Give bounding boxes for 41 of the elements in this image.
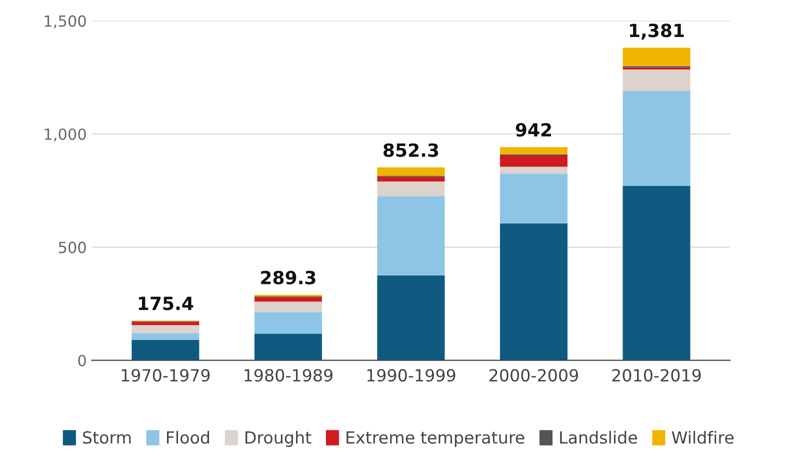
- total-label: 1,381: [630, 24, 684, 40]
- y-tick-label: 500: [58, 242, 86, 254]
- bar: [377, 167, 445, 176]
- bar: [500, 166, 568, 174]
- total-label: 852.3: [384, 143, 438, 157]
- bar: [622, 69, 690, 91]
- bar: [622, 48, 690, 66]
- bar: [132, 333, 200, 340]
- y-tick-label: 0: [78, 354, 86, 366]
- total-label: 175.4: [138, 296, 194, 310]
- bar: [500, 155, 568, 167]
- bar: [254, 334, 322, 360]
- y-tick-label: 1,500: [44, 15, 86, 28]
- x-tick-label: 2000-2009: [490, 368, 578, 382]
- bar: [377, 196, 445, 276]
- x-tick-label: 1980-1989: [244, 368, 332, 382]
- x-tick-label: 1970-1979: [122, 368, 210, 382]
- total-label: 942: [516, 123, 552, 137]
- bar: [500, 223, 568, 360]
- legend-label: Wildfire: [672, 430, 734, 444]
- bar: [377, 176, 445, 182]
- legend-label: Flood: [166, 430, 210, 444]
- legend-label: Drought: [246, 430, 312, 447]
- bar: [377, 275, 445, 360]
- bar: [622, 186, 690, 360]
- bar: [132, 340, 200, 360]
- x-tick-label: 1990-1999: [367, 368, 456, 382]
- total-label: 289.3: [261, 270, 316, 284]
- legend-label: Storm: [83, 431, 131, 444]
- bar: [500, 147, 568, 154]
- legend-label: Landslide: [560, 430, 638, 444]
- bar: [622, 90, 690, 186]
- bar: [377, 181, 445, 196]
- bar: [500, 174, 568, 224]
- bar: [254, 297, 322, 302]
- bar: [132, 325, 200, 334]
- y-tick-label: 1,000: [44, 128, 86, 142]
- legend-label: Extreme temperature: [346, 431, 524, 447]
- bar: [254, 312, 322, 334]
- x-tick-label: 2010-2019: [612, 368, 701, 382]
- bar: [254, 302, 322, 313]
